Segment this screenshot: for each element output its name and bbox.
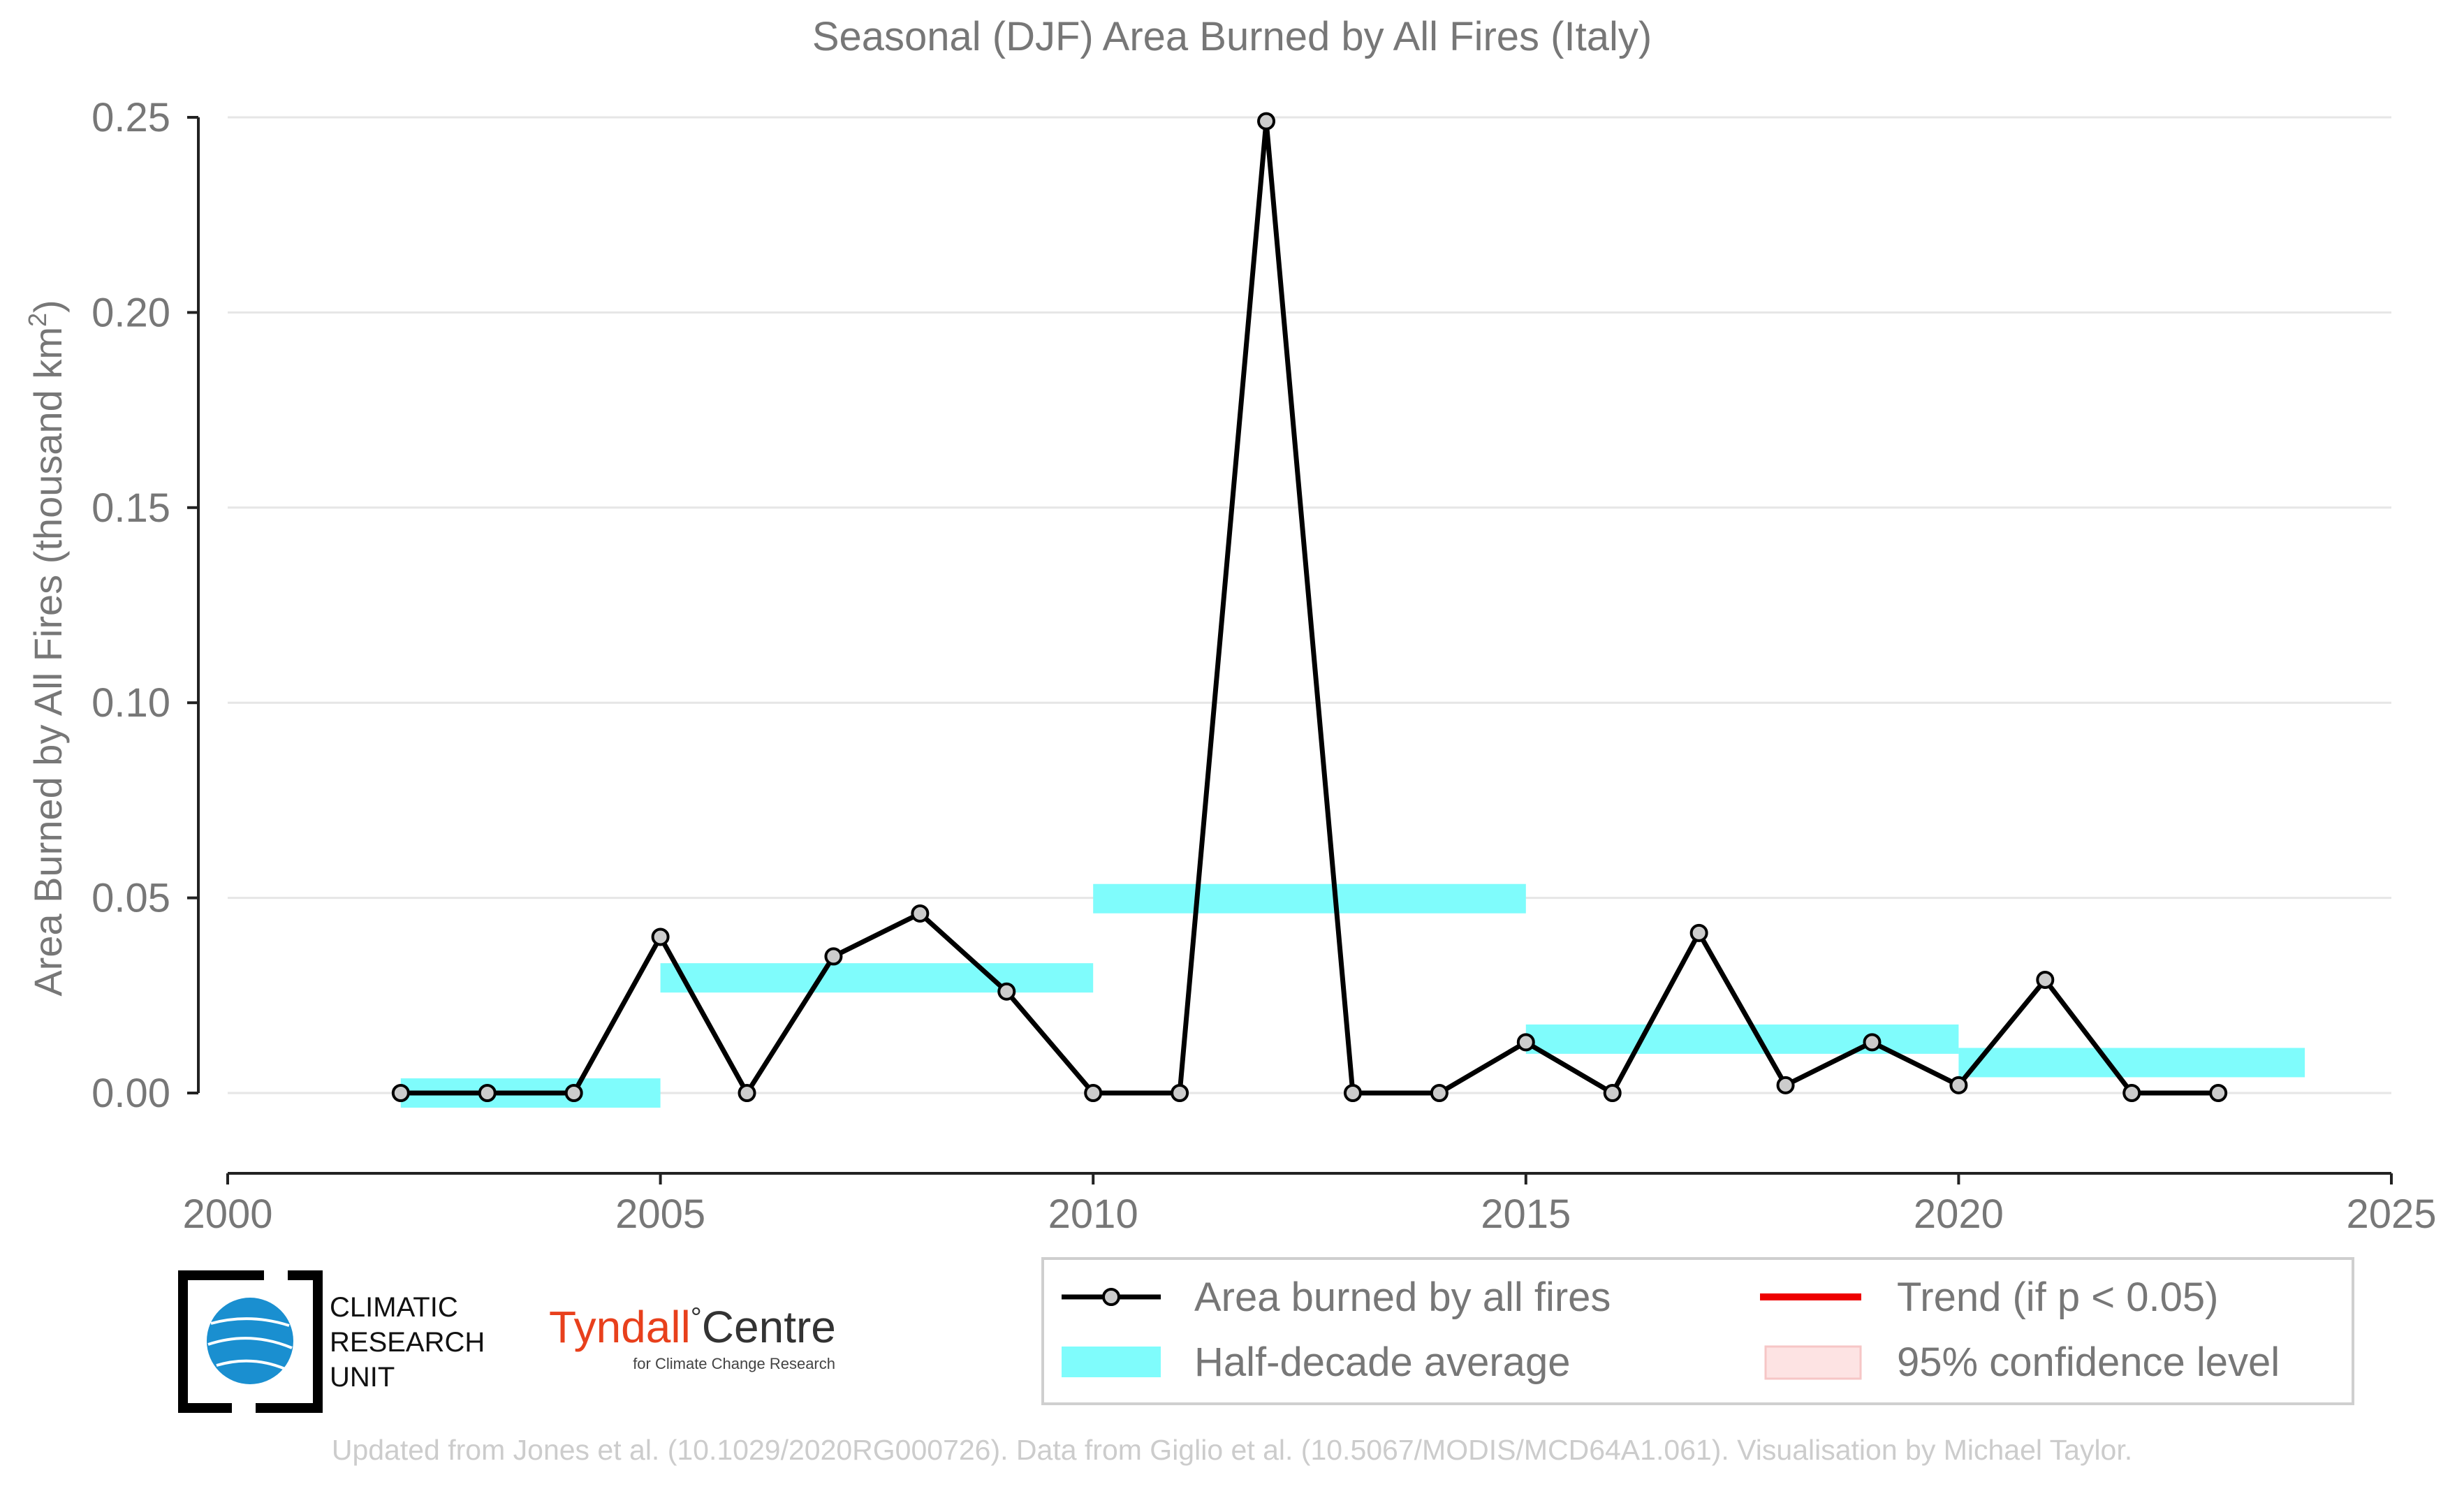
chart-title: Seasonal (DJF) Area Burned by All Fires … (812, 14, 1652, 59)
tyndall-sub: for Climate Change Research (633, 1355, 835, 1372)
y-tick-label: 0.20 (91, 290, 170, 335)
x-tick-label: 2000 (182, 1191, 272, 1237)
y-tick-label: 0.15 (91, 485, 170, 531)
data-point (1171, 1084, 1189, 1102)
legend-swatch-band (1062, 1347, 1161, 1377)
data-point (824, 947, 843, 966)
data-point (1430, 1084, 1449, 1102)
data-point (997, 982, 1016, 1001)
y-tick-label: 0.05 (91, 876, 170, 921)
half-decade-band (1958, 1048, 2305, 1078)
data-point (1949, 1076, 1968, 1094)
data-point (651, 927, 670, 946)
data-point (911, 904, 930, 923)
data-point (2209, 1084, 2228, 1102)
data-point (1257, 112, 1276, 131)
cru-bracket-right (256, 1270, 323, 1413)
cru-text-1: CLIMATIC (330, 1292, 458, 1323)
data-point (1603, 1084, 1622, 1102)
legend-swatch-marker (1102, 1288, 1120, 1306)
legend: Area burned by all fires Trend (if p < 0… (1041, 1257, 2354, 1405)
half-decade-band (1093, 883, 1526, 914)
x-tick-label: 2025 (2346, 1191, 2436, 1237)
cru-bracket-left (178, 1270, 264, 1413)
cru-logo: CLIMATIC RESEARCH UNIT (178, 1270, 485, 1413)
legend-label-trend: Trend (if p < 0.05) (1897, 1275, 2218, 1320)
cru-text-3: UNIT (330, 1362, 395, 1393)
data-point (2122, 1084, 2141, 1102)
data-point (1516, 1033, 1535, 1052)
y-tick-label: 0.10 (91, 680, 170, 726)
half-decade-bands (400, 883, 2305, 1108)
data-point (1084, 1084, 1103, 1102)
svg-text:Tyndall°Centre: Tyndall°Centre (549, 1302, 836, 1352)
data-point (2036, 970, 2055, 989)
tyndall-logo: Tyndall°Centre for Climate Change Resear… (549, 1302, 836, 1372)
x-tick-label: 2010 (1048, 1191, 1138, 1237)
half-decade-band (660, 963, 1094, 993)
legend-swatch-ci (1764, 1345, 1862, 1380)
axes: 0.00 0.05 0.10 0.15 0.20 0.25 2000 2005 2010 2015… (91, 95, 2436, 1237)
data-point (1343, 1084, 1362, 1102)
legend-box (1041, 1257, 2354, 1405)
tyndall-main: Tyndall (549, 1302, 691, 1352)
y-axis-label: Area Burned by All Fires (thousand km2) (23, 300, 70, 996)
x-tick-label: 2020 (1914, 1191, 2004, 1237)
tyndall-centre: Centre (702, 1302, 836, 1352)
data-point (391, 1084, 410, 1102)
data-point (478, 1084, 497, 1102)
y-tick-label: 0.00 (91, 1071, 170, 1116)
series-polyline (400, 119, 2219, 1096)
data-point (738, 1084, 756, 1102)
legend-label-band: Half-decade average (1194, 1340, 1570, 1385)
series-markers (391, 112, 2228, 1102)
y-tick-label: 0.25 (91, 95, 170, 140)
tyndall-degree: ° (691, 1303, 702, 1333)
legend-label-area: Area burned by all fires (1194, 1275, 1611, 1320)
credit-text: Updated from Jones et al. (10.1029/2020R… (332, 1434, 2132, 1466)
legend-label-ci: 95% confidence level (1897, 1340, 2280, 1385)
data-point (564, 1084, 583, 1102)
series-line (400, 119, 2219, 1096)
cru-text-2: RESEARCH (330, 1327, 485, 1358)
x-tick-label: 2005 (615, 1191, 705, 1237)
data-point (1776, 1076, 1795, 1094)
data-point (1689, 923, 1708, 942)
data-point (1863, 1033, 1882, 1052)
x-tick-label: 2015 (1481, 1191, 1571, 1237)
half-decade-band (1525, 1024, 1959, 1054)
